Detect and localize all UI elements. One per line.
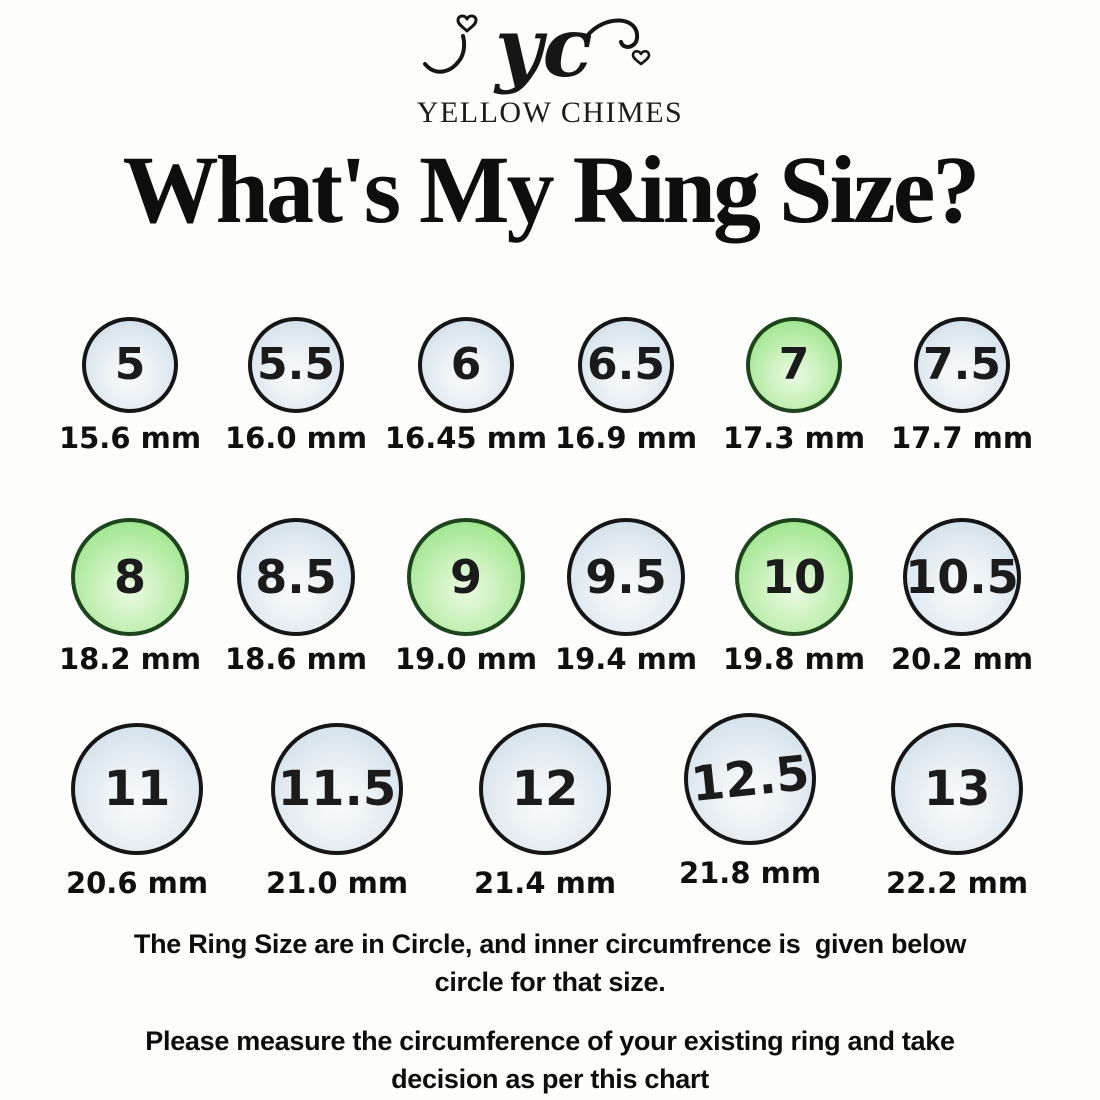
circumference-label: 16.9 mm <box>554 421 698 455</box>
circumference-label: 20.6 mm <box>65 866 209 900</box>
note-measure-instruction: Please measure the circumference of your… <box>145 1026 955 1095</box>
brand-logo: yc <box>0 2 1100 98</box>
ring-size-cell-11-5: 11.5 21.0 mm <box>242 723 432 900</box>
ring-size-cell-7-5: 7.5 17.7 mm <box>882 317 1042 455</box>
ring-size-number: 5 <box>114 339 146 390</box>
ring-circle-7: 7 <box>746 317 842 413</box>
ring-size-number: 6 <box>450 339 482 390</box>
circumference-label: 22.2 mm <box>885 866 1029 900</box>
ring-size-number: 9.5 <box>585 550 667 604</box>
ring-size-number: 8.5 <box>255 550 337 604</box>
ring-size-number: 7 <box>778 339 810 390</box>
circumference-label: 21.4 mm <box>473 866 617 900</box>
ring-size-number: 11.5 <box>277 761 397 817</box>
circumference-label: 21.0 mm <box>265 866 409 900</box>
circumference-label: 16.0 mm <box>224 421 368 455</box>
ring-circle-10: 10 <box>735 518 853 636</box>
ring-size-number: 5.5 <box>257 339 335 390</box>
ring-circle-11-5: 11.5 <box>271 723 403 855</box>
ring-circle-13: 13 <box>891 723 1023 855</box>
ring-circle-10-5: 10.5 <box>903 518 1021 636</box>
ring-size-cell-7: 7 17.3 mm <box>714 317 874 455</box>
ring-circle-12: 12 <box>479 723 611 855</box>
ring-circle-6: 6 <box>418 317 514 413</box>
ring-size-number: 7.5 <box>923 339 1001 390</box>
ring-circle-5-5: 5.5 <box>248 317 344 413</box>
note-circumference-info: The Ring Size are in Circle, and inner c… <box>133 929 967 998</box>
ring-size-number: 11 <box>103 761 171 817</box>
ring-circle-9-5: 9.5 <box>567 518 685 636</box>
circumference-label: 17.3 mm <box>722 421 866 455</box>
ring-circle-12-5: 12.5 <box>684 713 816 845</box>
ring-size-cell-9-5: 9.5 19.4 mm <box>546 518 706 676</box>
ring-size-number: 10 <box>761 550 826 604</box>
ring-size-cell-12: 12 21.4 mm <box>450 723 640 900</box>
circumference-label: 18.2 mm <box>58 642 202 676</box>
ring-size-number: 13 <box>923 761 991 817</box>
yc-monogram-icon: yc <box>423 2 651 96</box>
ring-size-number: 8 <box>113 550 146 604</box>
ring-size-cell-10-5: 10.5 20.2 mm <box>882 518 1042 676</box>
circumference-label: 19.8 mm <box>722 642 866 676</box>
ring-size-cell-5-5: 5.5 16.0 mm <box>216 317 376 455</box>
ring-size-number: 12 <box>511 761 579 817</box>
ring-size-number: 6.5 <box>587 339 665 390</box>
ring-size-cell-6: 6 16.45 mm <box>384 317 548 455</box>
ring-circle-11: 11 <box>71 723 203 855</box>
ring-size-cell-9: 9 19.0 mm <box>386 518 546 676</box>
ring-size-cell-8: 8 18.2 mm <box>50 518 210 676</box>
circumference-label: 18.6 mm <box>224 642 368 676</box>
page-title: What's My Ring Size? <box>122 136 981 243</box>
ring-size-cell-10: 10 19.8 mm <box>714 518 874 676</box>
ring-size-number: 9 <box>449 550 482 604</box>
ring-size-cell-6-5: 6.5 16.9 mm <box>546 317 706 455</box>
ring-size-cell-5: 5 15.6 mm <box>50 317 210 455</box>
ring-circle-5: 5 <box>82 317 178 413</box>
circumference-label: 20.2 mm <box>890 642 1034 676</box>
ring-size-cell-11: 11 20.6 mm <box>42 723 232 900</box>
ring-size-number: 12.5 <box>688 744 812 814</box>
circumference-label: 21.8 mm <box>678 856 822 890</box>
svg-text:yc: yc <box>493 2 593 96</box>
circumference-label: 17.7 mm <box>890 421 1034 455</box>
circumference-label: 15.6 mm <box>58 421 202 455</box>
ring-circle-6-5: 6.5 <box>578 317 674 413</box>
ring-circle-8-5: 8.5 <box>237 518 355 636</box>
brand-name: YELLOW CHIMES <box>416 96 684 129</box>
ring-size-number: 10.5 <box>905 550 1019 604</box>
ring-size-cell-12-5: 12.5 21.8 mm <box>655 713 845 890</box>
ring-circle-8: 8 <box>71 518 189 636</box>
circumference-label: 19.4 mm <box>554 642 698 676</box>
ring-circle-7-5: 7.5 <box>914 317 1010 413</box>
ring-size-cell-8-5: 8.5 18.6 mm <box>216 518 376 676</box>
ring-circle-9: 9 <box>407 518 525 636</box>
ring-size-cell-13: 13 22.2 mm <box>862 723 1052 900</box>
circumference-label: 19.0 mm <box>394 642 538 676</box>
circumference-label: 16.45 mm <box>384 421 548 455</box>
